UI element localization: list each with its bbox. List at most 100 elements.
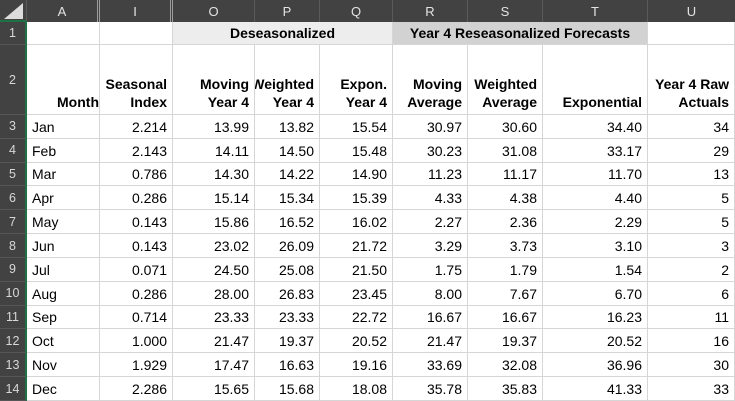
cell-O7[interactable]: 15.86: [173, 210, 255, 235]
cell-T14[interactable]: 41.33: [543, 377, 648, 401]
cell-O5[interactable]: 14.30: [173, 162, 255, 187]
cell-U3[interactable]: 34: [648, 115, 735, 139]
cell-I5[interactable]: 0.786: [100, 162, 173, 187]
column-header-U[interactable]: U: [686, 3, 697, 19]
column-header-Q[interactable]: Q: [320, 0, 393, 22]
cell-I3[interactable]: 2.214: [100, 115, 173, 139]
cell-S14[interactable]: 35.83: [468, 377, 543, 401]
cell-T7[interactable]: 2.29: [543, 210, 648, 235]
cell-P2[interactable]: Weighted Year 4: [255, 45, 320, 115]
cell-S7[interactable]: 2.36: [468, 210, 543, 235]
cell-P11[interactable]: 23.33: [255, 305, 320, 330]
column-header-R[interactable]: R: [393, 0, 468, 22]
cell-A11[interactable]: Sep: [27, 305, 100, 330]
cell-Q12[interactable]: 20.52: [320, 329, 393, 354]
cell-T6[interactable]: 4.40: [543, 186, 648, 211]
cell-U2[interactable]: Year 4 Raw Actuals: [648, 45, 735, 115]
cell-T5[interactable]: 11.70: [543, 162, 648, 187]
cell-I12[interactable]: 1.000: [100, 329, 173, 354]
cell-P12[interactable]: 19.37: [255, 329, 320, 354]
cell-R5[interactable]: 11.23: [393, 162, 468, 187]
cell-O12[interactable]: 21.47: [173, 329, 255, 354]
cell-T10[interactable]: 6.70: [543, 281, 648, 306]
cell-T11[interactable]: 16.23: [543, 305, 648, 330]
cell-U14[interactable]: 33: [648, 377, 735, 401]
cell-R6[interactable]: 4.33: [393, 186, 468, 211]
cell-R14[interactable]: 35.78: [393, 377, 468, 401]
cell-I10[interactable]: 0.286: [100, 281, 173, 306]
column-header-S[interactable]: S: [468, 0, 543, 22]
cell-S11[interactable]: 16.67: [468, 305, 543, 330]
cell-S8[interactable]: 3.73: [468, 234, 543, 258]
cell-Q14[interactable]: 18.08: [320, 377, 393, 401]
cell-P5[interactable]: 14.22: [255, 162, 320, 187]
cell-I1[interactable]: [100, 22, 173, 45]
cell-A8[interactable]: Jun: [27, 234, 100, 258]
row-header-3[interactable]: 3: [0, 115, 27, 139]
cell-Q4[interactable]: 15.48: [320, 138, 393, 163]
cell-U10[interactable]: 6: [648, 281, 735, 306]
cell-S12[interactable]: 19.37: [468, 329, 543, 354]
merged-cell-deseasonalized[interactable]: Deseasonalized: [173, 22, 393, 45]
cell-S4[interactable]: 31.08: [468, 138, 543, 163]
cell-O3[interactable]: 13.99: [173, 115, 255, 139]
cell-P13[interactable]: 16.63: [255, 353, 320, 378]
cell-R12[interactable]: 21.47: [393, 329, 468, 354]
cell-R8[interactable]: 3.29: [393, 234, 468, 258]
cell-A13[interactable]: Nov: [27, 353, 100, 378]
cell-P4[interactable]: 14.50: [255, 138, 320, 163]
cell-Q3[interactable]: 15.54: [320, 115, 393, 139]
cell-Q9[interactable]: 21.50: [320, 257, 393, 282]
cell-Q10[interactable]: 23.45: [320, 281, 393, 306]
cell-P10[interactable]: 26.83: [255, 281, 320, 306]
cell-A7[interactable]: May: [27, 210, 100, 235]
cell-I14[interactable]: 2.286: [100, 377, 173, 401]
cell-O13[interactable]: 17.47: [173, 353, 255, 378]
cell-P9[interactable]: 25.08: [255, 257, 320, 282]
cell-O6[interactable]: 15.14: [173, 186, 255, 211]
cell-I8[interactable]: 0.143: [100, 234, 173, 258]
cell-U11[interactable]: 11: [648, 305, 735, 330]
cell-P8[interactable]: 26.09: [255, 234, 320, 258]
cell-I6[interactable]: 0.286: [100, 186, 173, 211]
row-header-7[interactable]: 7: [0, 210, 27, 235]
cell-I9[interactable]: 0.071: [100, 257, 173, 282]
cell-R4[interactable]: 30.23: [393, 138, 468, 163]
cell-R2[interactable]: Moving Average: [393, 45, 468, 115]
cell-O14[interactable]: 15.65: [173, 377, 255, 401]
merged-cell-reseasonalized[interactable]: Year 4 Reseasonalized Forecasts: [393, 22, 648, 45]
cell-S5[interactable]: 11.17: [468, 162, 543, 187]
cell-P3[interactable]: 13.82: [255, 115, 320, 139]
cell-A14[interactable]: Dec: [27, 377, 100, 401]
cell-I11[interactable]: 0.714: [100, 305, 173, 330]
cell-Q5[interactable]: 14.90: [320, 162, 393, 187]
column-header-A[interactable]: A: [27, 0, 100, 22]
cell-O2[interactable]: Moving Year 4: [173, 45, 255, 115]
cell-U6[interactable]: 5: [648, 186, 735, 211]
row-header-2[interactable]: 2: [0, 45, 27, 115]
cell-U5[interactable]: 13: [648, 162, 735, 187]
cell-T12[interactable]: 20.52: [543, 329, 648, 354]
cell-A2[interactable]: Month: [27, 45, 100, 115]
cell-Q11[interactable]: 22.72: [320, 305, 393, 330]
cell-S3[interactable]: 30.60: [468, 115, 543, 139]
cell-R11[interactable]: 16.67: [393, 305, 468, 330]
cell-U4[interactable]: 29: [648, 138, 735, 163]
row-header-10[interactable]: 10: [0, 281, 27, 306]
cell-U1[interactable]: [648, 22, 735, 45]
row-header-1[interactable]: 1: [0, 22, 27, 45]
cell-A1[interactable]: [27, 22, 100, 45]
cell-A4[interactable]: Feb: [27, 138, 100, 163]
cell-I2[interactable]: Seasonal Index: [100, 45, 173, 115]
column-header-P[interactable]: P: [255, 0, 320, 22]
cell-U12[interactable]: 16: [648, 329, 735, 354]
cell-O8[interactable]: 23.02: [173, 234, 255, 258]
row-header-9[interactable]: 9: [0, 257, 27, 282]
cell-T9[interactable]: 1.54: [543, 257, 648, 282]
row-header-4[interactable]: 4: [0, 138, 27, 163]
cell-T13[interactable]: 36.96: [543, 353, 648, 378]
cell-O10[interactable]: 28.00: [173, 281, 255, 306]
row-header-6[interactable]: 6: [0, 186, 27, 211]
cell-Q8[interactable]: 21.72: [320, 234, 393, 258]
row-header-5[interactable]: 5: [0, 162, 27, 187]
